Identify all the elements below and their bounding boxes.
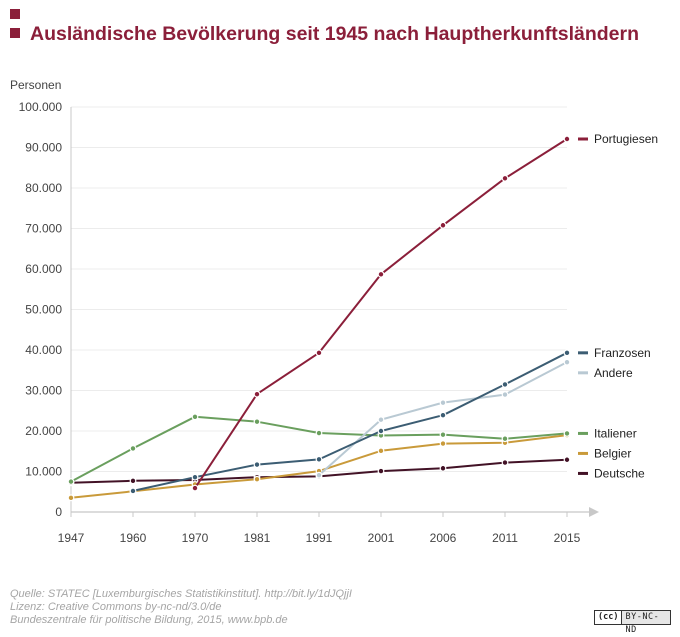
data-point-italiener	[315, 429, 323, 437]
source-note: Quelle: STATEC [Luxemburgisches Statisti…	[10, 588, 352, 600]
data-point-deutsche	[377, 467, 385, 475]
y-axis-label: Personen	[10, 78, 61, 92]
data-point-italiener	[191, 413, 199, 421]
x-tick-label: 1991	[306, 531, 333, 545]
data-point-italiener	[563, 430, 571, 437]
y-tick-label: 0	[55, 505, 62, 519]
data-point-franzosen	[563, 349, 571, 357]
series-line-franzosen	[132, 351, 568, 492]
data-point-franzosen	[315, 455, 323, 463]
data-point-portugiesen	[563, 135, 571, 143]
legend-label-andere: Andere	[594, 366, 633, 380]
data-point-portugiesen	[377, 270, 385, 278]
data-point-italiener	[439, 431, 447, 439]
y-tick-label: 80.000	[25, 181, 62, 195]
x-tick-label: 1947	[58, 531, 85, 545]
data-point-franzosen	[191, 473, 199, 481]
license-note: Lizenz: Creative Commons by-nc-nd/3.0/de	[10, 601, 222, 613]
data-point-franzosen	[377, 427, 385, 435]
title-marker-square	[10, 28, 20, 38]
data-point-belgier	[67, 494, 75, 502]
x-tick-label: 2011	[492, 531, 518, 545]
data-point-andere	[563, 358, 571, 366]
y-tick-label: 90.000	[25, 141, 62, 155]
title-markers	[10, 9, 20, 47]
chart-footer: Quelle: STATEC [Luxemburgisches Statisti…	[10, 588, 352, 627]
cc-terms: BY-NC-ND	[625, 612, 660, 635]
data-point-belgier	[253, 475, 261, 483]
y-tick-label: 100.000	[19, 100, 63, 114]
data-point-deutsche	[129, 477, 137, 485]
x-tick-label: 2015	[554, 531, 581, 545]
y-tick-label: 70.000	[25, 222, 62, 236]
data-point-franzosen	[253, 461, 261, 469]
x-tick-label: 2006	[430, 531, 457, 545]
legend-label-belgier: Belgier	[594, 446, 631, 460]
legend-label-portugiesen: Portugiesen	[594, 132, 658, 146]
data-point-portugiesen	[315, 349, 323, 357]
data-point-portugiesen	[253, 390, 261, 398]
line-chart: Personen 0 10.000 20.000 30.000 40.000 50.000 6…	[10, 78, 658, 545]
data-point-portugiesen	[501, 174, 509, 182]
data-point-franzosen	[501, 381, 509, 388]
data-point-andere	[501, 391, 509, 398]
title-marker-square	[10, 9, 20, 19]
data-point-portugiesen	[191, 484, 199, 492]
y-tick-label: 40.000	[25, 343, 62, 357]
data-point-portugiesen	[439, 221, 447, 229]
data-point-franzosen	[129, 487, 137, 495]
data-point-andere	[315, 471, 323, 479]
data-point-andere	[377, 416, 385, 424]
data-point-italiener	[501, 435, 509, 443]
data-point-deutsche	[439, 464, 447, 472]
legend-label-deutsche: Deutsche	[594, 466, 645, 480]
y-tick-label: 30.000	[25, 384, 62, 398]
publisher-note: Bundeszentrale für politische Bildung, 2…	[10, 614, 288, 626]
x-tick-label: 1981	[244, 531, 271, 545]
y-tick-label: 50.000	[25, 303, 62, 317]
data-point-belgier	[439, 440, 447, 447]
x-axis-arrow-icon	[589, 507, 599, 517]
y-tick-label: 20.000	[25, 424, 62, 438]
data-point-deutsche	[501, 459, 509, 466]
data-point-italiener	[129, 445, 137, 452]
data-point-belgier	[377, 447, 385, 455]
x-tick-label: 2001	[368, 531, 395, 545]
cc-license-badge: (cc) BY-NC-ND	[594, 610, 671, 635]
y-tick-label: 60.000	[25, 262, 62, 276]
data-point-franzosen	[439, 411, 447, 419]
chart-title: Ausländische Bevölkerung seit 1945 nach …	[30, 23, 640, 45]
data-point-andere	[439, 399, 447, 407]
cc-icon: (cc)	[595, 611, 623, 624]
x-tick-label: 1970	[182, 531, 209, 545]
x-tick-label: 1960	[120, 531, 147, 545]
legend-label-italiener: Italiener	[594, 426, 637, 440]
data-point-italiener	[253, 418, 261, 426]
data-point-deutsche	[563, 456, 571, 464]
y-tick-label: 10.000	[25, 465, 62, 479]
legend-label-franzosen: Franzosen	[594, 346, 651, 360]
data-point-italiener	[67, 478, 75, 486]
